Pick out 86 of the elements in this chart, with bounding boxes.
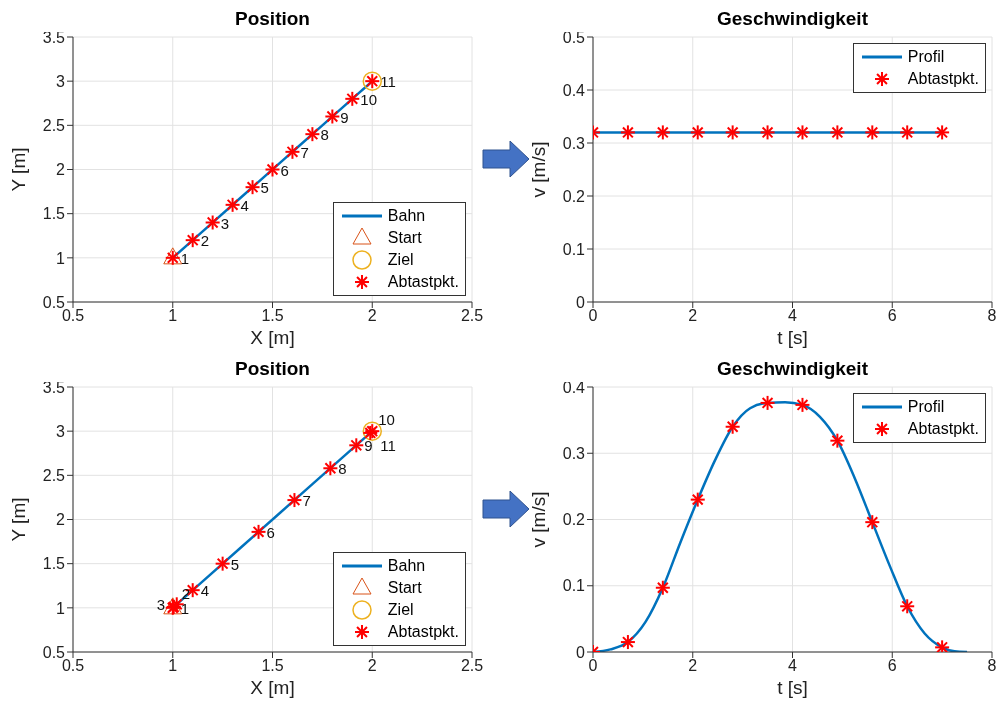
annotation: 5 [230,555,239,573]
x-tick-label: 0 [588,307,598,325]
x-tick-label: 0 [588,657,598,675]
y-tick-label: 3.5 [42,378,66,396]
y-tick-label: 0 [576,293,586,311]
y-tick-label: 0.1 [562,240,586,258]
x-tick-label: 1 [168,657,178,675]
y-tick-label: 0.5 [562,28,586,46]
annotation: 6 [266,523,275,541]
y-tick-label: 0 [576,643,586,661]
x-tick-label: 1 [168,307,178,325]
annotation: 7 [302,492,311,510]
legend-label: Start [387,229,422,247]
x-tick-label: 2 [688,307,698,325]
y-tick-label: 3.5 [42,28,66,46]
annotation: 9 [364,437,373,455]
legend-label: Abtastpkt. [907,70,979,88]
x-tick-label: 2 [688,657,698,675]
y-tick-label: 1.5 [42,555,66,573]
x-axis-title: X [m] [250,327,295,348]
legend-label: Start [387,579,422,597]
x-tick-label: 1.5 [261,307,284,325]
y-tick-label: 0.2 [562,511,586,529]
x-tick-label: 4 [788,307,798,325]
annotation: 3 [156,596,166,614]
legend-label: Bahn [387,207,426,225]
chart-title: Position [234,358,311,381]
x-tick-label: 6 [887,657,897,675]
x-axis-title: t [s] [777,327,808,348]
y-axis-title: Y [m] [7,147,29,192]
legend-label: Bahn [387,557,426,575]
x-tick-label: 2 [367,657,377,675]
y-tick-label: 0.3 [562,444,586,462]
y-axis-title: v [m/s] [527,141,549,198]
x-tick-label: 2.5 [460,657,484,675]
x-tick-label: 2 [367,307,377,325]
y-tick-label: 1 [56,599,66,617]
legend-label: Abtastpkt. [387,273,459,291]
y-tick-label: 0.4 [562,378,586,396]
legend-label: Abtastpkt. [907,420,979,438]
y-tick-label: 3 [56,72,66,90]
annotation: 3 [220,214,229,232]
annotation: 10 [378,410,395,428]
x-tick-label: 8 [987,657,997,675]
annotation: 11 [380,437,396,455]
annotation: 6 [280,161,289,179]
y-axis-title: Y [m] [7,497,29,542]
x-tick-label: 2.5 [460,307,484,325]
x-axis-title: t [s] [777,677,808,698]
annotation: 4 [240,196,249,214]
y-tick-label: 0.3 [562,134,586,152]
annotation: 7 [300,143,309,161]
y-tick-label: 1 [56,249,66,267]
legend-label: Ziel [387,251,414,269]
y-tick-label: 0.1 [562,577,586,595]
y-tick-label: 2.5 [42,117,66,135]
annotation: 2 [200,232,210,250]
chart-title: Position [234,8,311,31]
legend-label: Profil [907,398,945,416]
x-tick-label: 8 [987,307,997,325]
legend-label: Ziel [387,601,414,619]
annotation: 1 [180,599,190,617]
x-axis-title: X [m] [250,677,295,698]
y-axis-title: v [m/s] [527,491,549,548]
annotation: 10 [360,90,377,108]
annotation: 8 [320,126,329,144]
legend-label: Profil [907,48,945,66]
x-tick-label: 6 [887,307,897,325]
annotation: 9 [340,108,349,126]
y-tick-label: 1.5 [42,205,66,223]
y-tick-label: 0.4 [562,81,586,99]
annotation: 11 [380,73,396,91]
annotation: 1 [180,249,190,267]
y-tick-label: 3 [56,422,66,440]
annotation: 5 [260,179,269,197]
y-tick-label: 2.5 [42,467,66,485]
annotation: 4 [200,582,210,600]
annotation: 8 [338,460,347,478]
y-tick-label: 0.2 [562,187,586,205]
chart-title: Geschwindigkeit [716,358,869,381]
x-tick-label: 1.5 [261,657,284,675]
chart-title: Geschwindigkeit [716,8,869,31]
y-tick-label: 2 [56,511,66,529]
y-tick-label: 2 [56,161,66,179]
x-tick-label: 4 [788,657,798,675]
legend-label: Abtastpkt. [387,623,459,641]
